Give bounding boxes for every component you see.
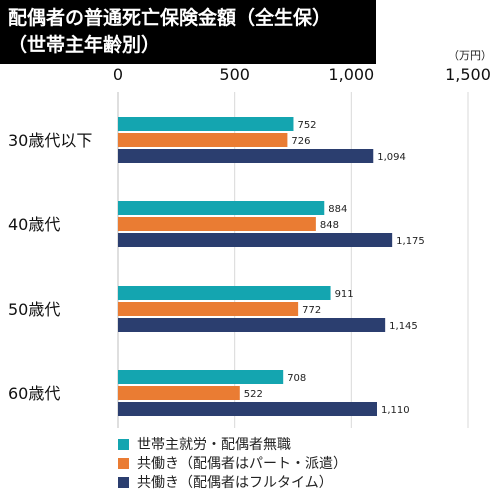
bar-1-series-2 (118, 133, 288, 147)
category-label-2: 40歳代 (8, 215, 60, 234)
data-label-4-series-2: 522 (244, 389, 263, 400)
data-label-2-series-1: 884 (328, 204, 347, 215)
legend-swatch-2 (118, 458, 129, 469)
data-label-4-series-3: 1,110 (381, 405, 410, 416)
legend: 世帯主就労・配偶者無職 共働き（配偶者はパート・派遣） 共働き（配偶者はフルタイ… (118, 436, 347, 493)
bar-3-series-3 (118, 318, 386, 332)
x-tick-label-4: 1,500 (445, 65, 491, 84)
legend-label-2: 共働き（配偶者はパート・派遣） (137, 456, 347, 472)
legend-label-3: 共働き（配偶者はフルタイム） (137, 475, 333, 491)
legend-item-2: 共働き（配偶者はパート・派遣） (118, 455, 347, 474)
bar-4-series-3 (118, 402, 377, 416)
bar-2-series-1 (118, 201, 325, 215)
bar-1-series-3 (118, 149, 374, 163)
x-tick-label-2: 500 (219, 65, 250, 84)
data-label-3-series-3: 1,145 (389, 321, 418, 332)
x-tick-label-3: 1,000 (328, 65, 374, 84)
data-label-2-series-3: 1,175 (396, 236, 425, 247)
data-label-2-series-2: 848 (320, 220, 339, 231)
chart-title-line-2: （世帯主年齢別） (8, 34, 161, 56)
category-label-1: 30歳代以下 (8, 131, 92, 150)
legend-item-3: 共働き（配偶者はフルタイム） (118, 474, 347, 493)
legend-swatch-3 (118, 477, 129, 488)
data-label-1-series-2: 726 (291, 136, 310, 147)
bar-1-series-1 (118, 117, 294, 131)
unit-label: （万円） (448, 49, 492, 62)
data-label-3-series-1: 911 (335, 289, 354, 300)
bar-4-series-2 (118, 386, 240, 400)
data-label-3-series-2: 772 (302, 305, 321, 316)
bar-3-series-1 (118, 286, 331, 300)
bar-3-series-2 (118, 302, 299, 316)
bar-2-series-2 (118, 217, 316, 231)
legend-swatch-1 (118, 439, 129, 450)
data-label-1-series-3: 1,094 (377, 152, 406, 163)
data-label-1-series-1: 752 (297, 120, 316, 131)
data-label-4-series-1: 708 (287, 373, 306, 384)
chart-title-line-1: 配偶者の普通死亡保険金額（全生保） (8, 7, 332, 29)
category-label-3: 50歳代 (8, 300, 60, 319)
category-label-4: 60歳代 (8, 384, 60, 403)
x-tick-label-1: 0 (113, 65, 123, 84)
bar-4-series-1 (118, 370, 284, 384)
chart-title: 配偶者の普通死亡保険金額（全生保） （世帯主年齢別） (0, 0, 376, 64)
legend-item-1: 世帯主就労・配偶者無職 (118, 436, 347, 455)
bar-2-series-3 (118, 233, 393, 247)
legend-label-1: 世帯主就労・配偶者無職 (137, 437, 291, 453)
